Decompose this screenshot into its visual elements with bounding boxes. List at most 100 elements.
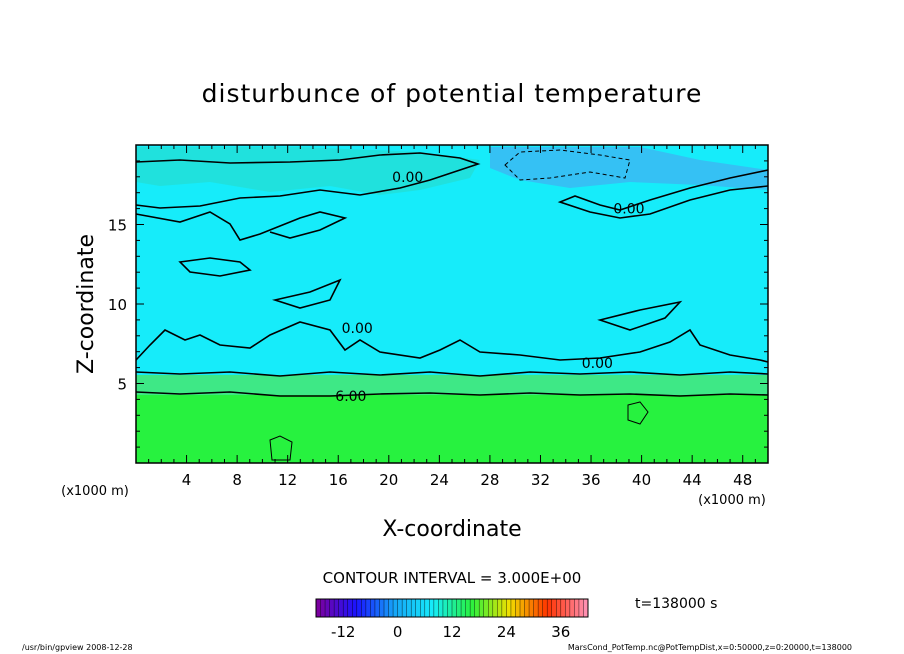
contour-line-negative [504, 149, 631, 181]
field-transition-layer [136, 375, 768, 397]
colorbar-cell [497, 599, 503, 617]
colorbar-cell [433, 599, 439, 617]
colorbar-cell [465, 599, 471, 617]
contour-line-low-band [135, 321, 769, 363]
colorbar-cell [501, 599, 507, 617]
colorbar-cell [556, 599, 562, 617]
colorbar-cell [420, 599, 426, 617]
colorbar-cell [402, 599, 407, 617]
colorbar-cell [533, 599, 539, 617]
x-tick-label: 28 [480, 471, 499, 489]
colorbar-cell [415, 599, 421, 617]
colorbar-cell [524, 599, 530, 617]
contour-line-mid-centre [271, 278, 342, 309]
field-negative-pocket [490, 147, 768, 190]
footer-left: /usr/bin/gpview 2008-12-28 [22, 643, 133, 652]
colorbar-tick-label: 0 [393, 623, 403, 641]
colorbar-cell [547, 599, 553, 617]
colorbar-cell [447, 599, 453, 617]
colorbar-cell [515, 599, 521, 617]
x-tick-label: 44 [683, 471, 702, 489]
colorbar-cell [397, 599, 403, 617]
contour-line-upper-right [557, 169, 769, 219]
colorbar-cell [551, 599, 557, 617]
contour-lines [135, 152, 769, 461]
x-tick-label: 32 [531, 471, 550, 489]
y-tick-label: 5 [117, 376, 127, 394]
y-tick-label: 15 [108, 217, 127, 235]
x-tick-label: 16 [329, 471, 348, 489]
colorbar-cell [338, 599, 344, 617]
colorbar-cell [483, 599, 489, 617]
field-lower-layer [136, 395, 768, 463]
contour-label: 0.00 [613, 202, 644, 218]
colorbar-cell [361, 599, 367, 617]
colorbar-cell [520, 599, 525, 617]
contour-line-six [135, 391, 769, 397]
colorbar-cell [365, 599, 371, 617]
colorbar-cell [510, 599, 516, 617]
colorbar-cell [411, 599, 417, 617]
colorbar-cell [438, 599, 444, 617]
x-unit-left: (x1000 m) [61, 484, 129, 499]
y-tick-label: 10 [108, 296, 127, 314]
colorbar-cell [320, 599, 326, 617]
x-axis: 4 8 12 16 20 24 28 32 36 40 44 48 [148, 145, 756, 489]
colorbar-cell [529, 599, 534, 617]
colorbar-cell [406, 599, 412, 617]
colorbar-tick-label: 24 [497, 623, 516, 641]
colorbar-cell [370, 599, 376, 617]
colorbar-cell [470, 599, 475, 617]
colorbar-cell [379, 599, 385, 617]
y-axis: 5 10 15 [108, 160, 768, 448]
colorbar-tick-label: 36 [551, 623, 570, 641]
colorbar-cell [393, 599, 398, 617]
colorbar-cell [424, 599, 430, 617]
footer-right: MarsCond_PotTemp.nc@PotTempDist,x=0:5000… [568, 643, 852, 652]
colorbar-cell [583, 599, 589, 617]
colorbar-cell [565, 599, 571, 617]
contour-line-mid-left [178, 257, 252, 277]
colorbar-cell [560, 599, 566, 617]
contour-line-zero-base [135, 371, 769, 377]
contour-label: 6.00 [335, 389, 366, 405]
colorbar-frame [315, 598, 589, 618]
plot-area: 0.00 0.00 0.00 0.00 6.00 [135, 144, 769, 464]
colorbar-cell [388, 599, 394, 617]
x-tick-label: 36 [581, 471, 600, 489]
x-axis-label: X-coordinate [382, 517, 521, 542]
contour-label: 0.00 [392, 170, 423, 186]
colorbar-cell [479, 599, 485, 617]
colorbar-cell [343, 599, 349, 617]
colorbar-cell [456, 599, 462, 617]
contour-label: 0.00 [582, 356, 613, 372]
x-tick-label: 48 [733, 471, 752, 489]
contour-interval: CONTOUR INTERVAL = 3.000E+00 [323, 569, 582, 587]
colorbar-cell [325, 599, 330, 617]
colorbar-cell [316, 599, 321, 617]
colorbar-cell [569, 599, 575, 617]
colorbar-cell [374, 599, 380, 617]
chart-title: disturbunce of potential temperature [202, 79, 703, 108]
contour-labels: 0.00 0.00 0.00 0.00 6.00 [335, 170, 644, 405]
x-tick-label: 20 [379, 471, 398, 489]
colorbar [315, 599, 589, 617]
x-unit-right: (x1000 m) [698, 493, 766, 508]
colorbar-cell [542, 599, 548, 617]
colorbar-tick-label: -12 [331, 623, 356, 641]
colorbar-cell [452, 599, 457, 617]
contour-line-mid-right [597, 300, 683, 331]
colorbar-cell [347, 599, 353, 617]
colorbar-cell [474, 599, 480, 617]
contour-label: 0.00 [342, 321, 373, 337]
colorbar-cell [538, 599, 543, 617]
x-tick-label: 12 [278, 471, 297, 489]
x-tick-label: 24 [430, 471, 449, 489]
colorbar-cell [442, 599, 448, 617]
x-tick-label: 8 [232, 471, 242, 489]
colorbar-cell [356, 599, 362, 617]
colorbar-cell [334, 599, 339, 617]
contour-line-high-trough [135, 211, 348, 241]
colorbar-cell [429, 599, 435, 617]
